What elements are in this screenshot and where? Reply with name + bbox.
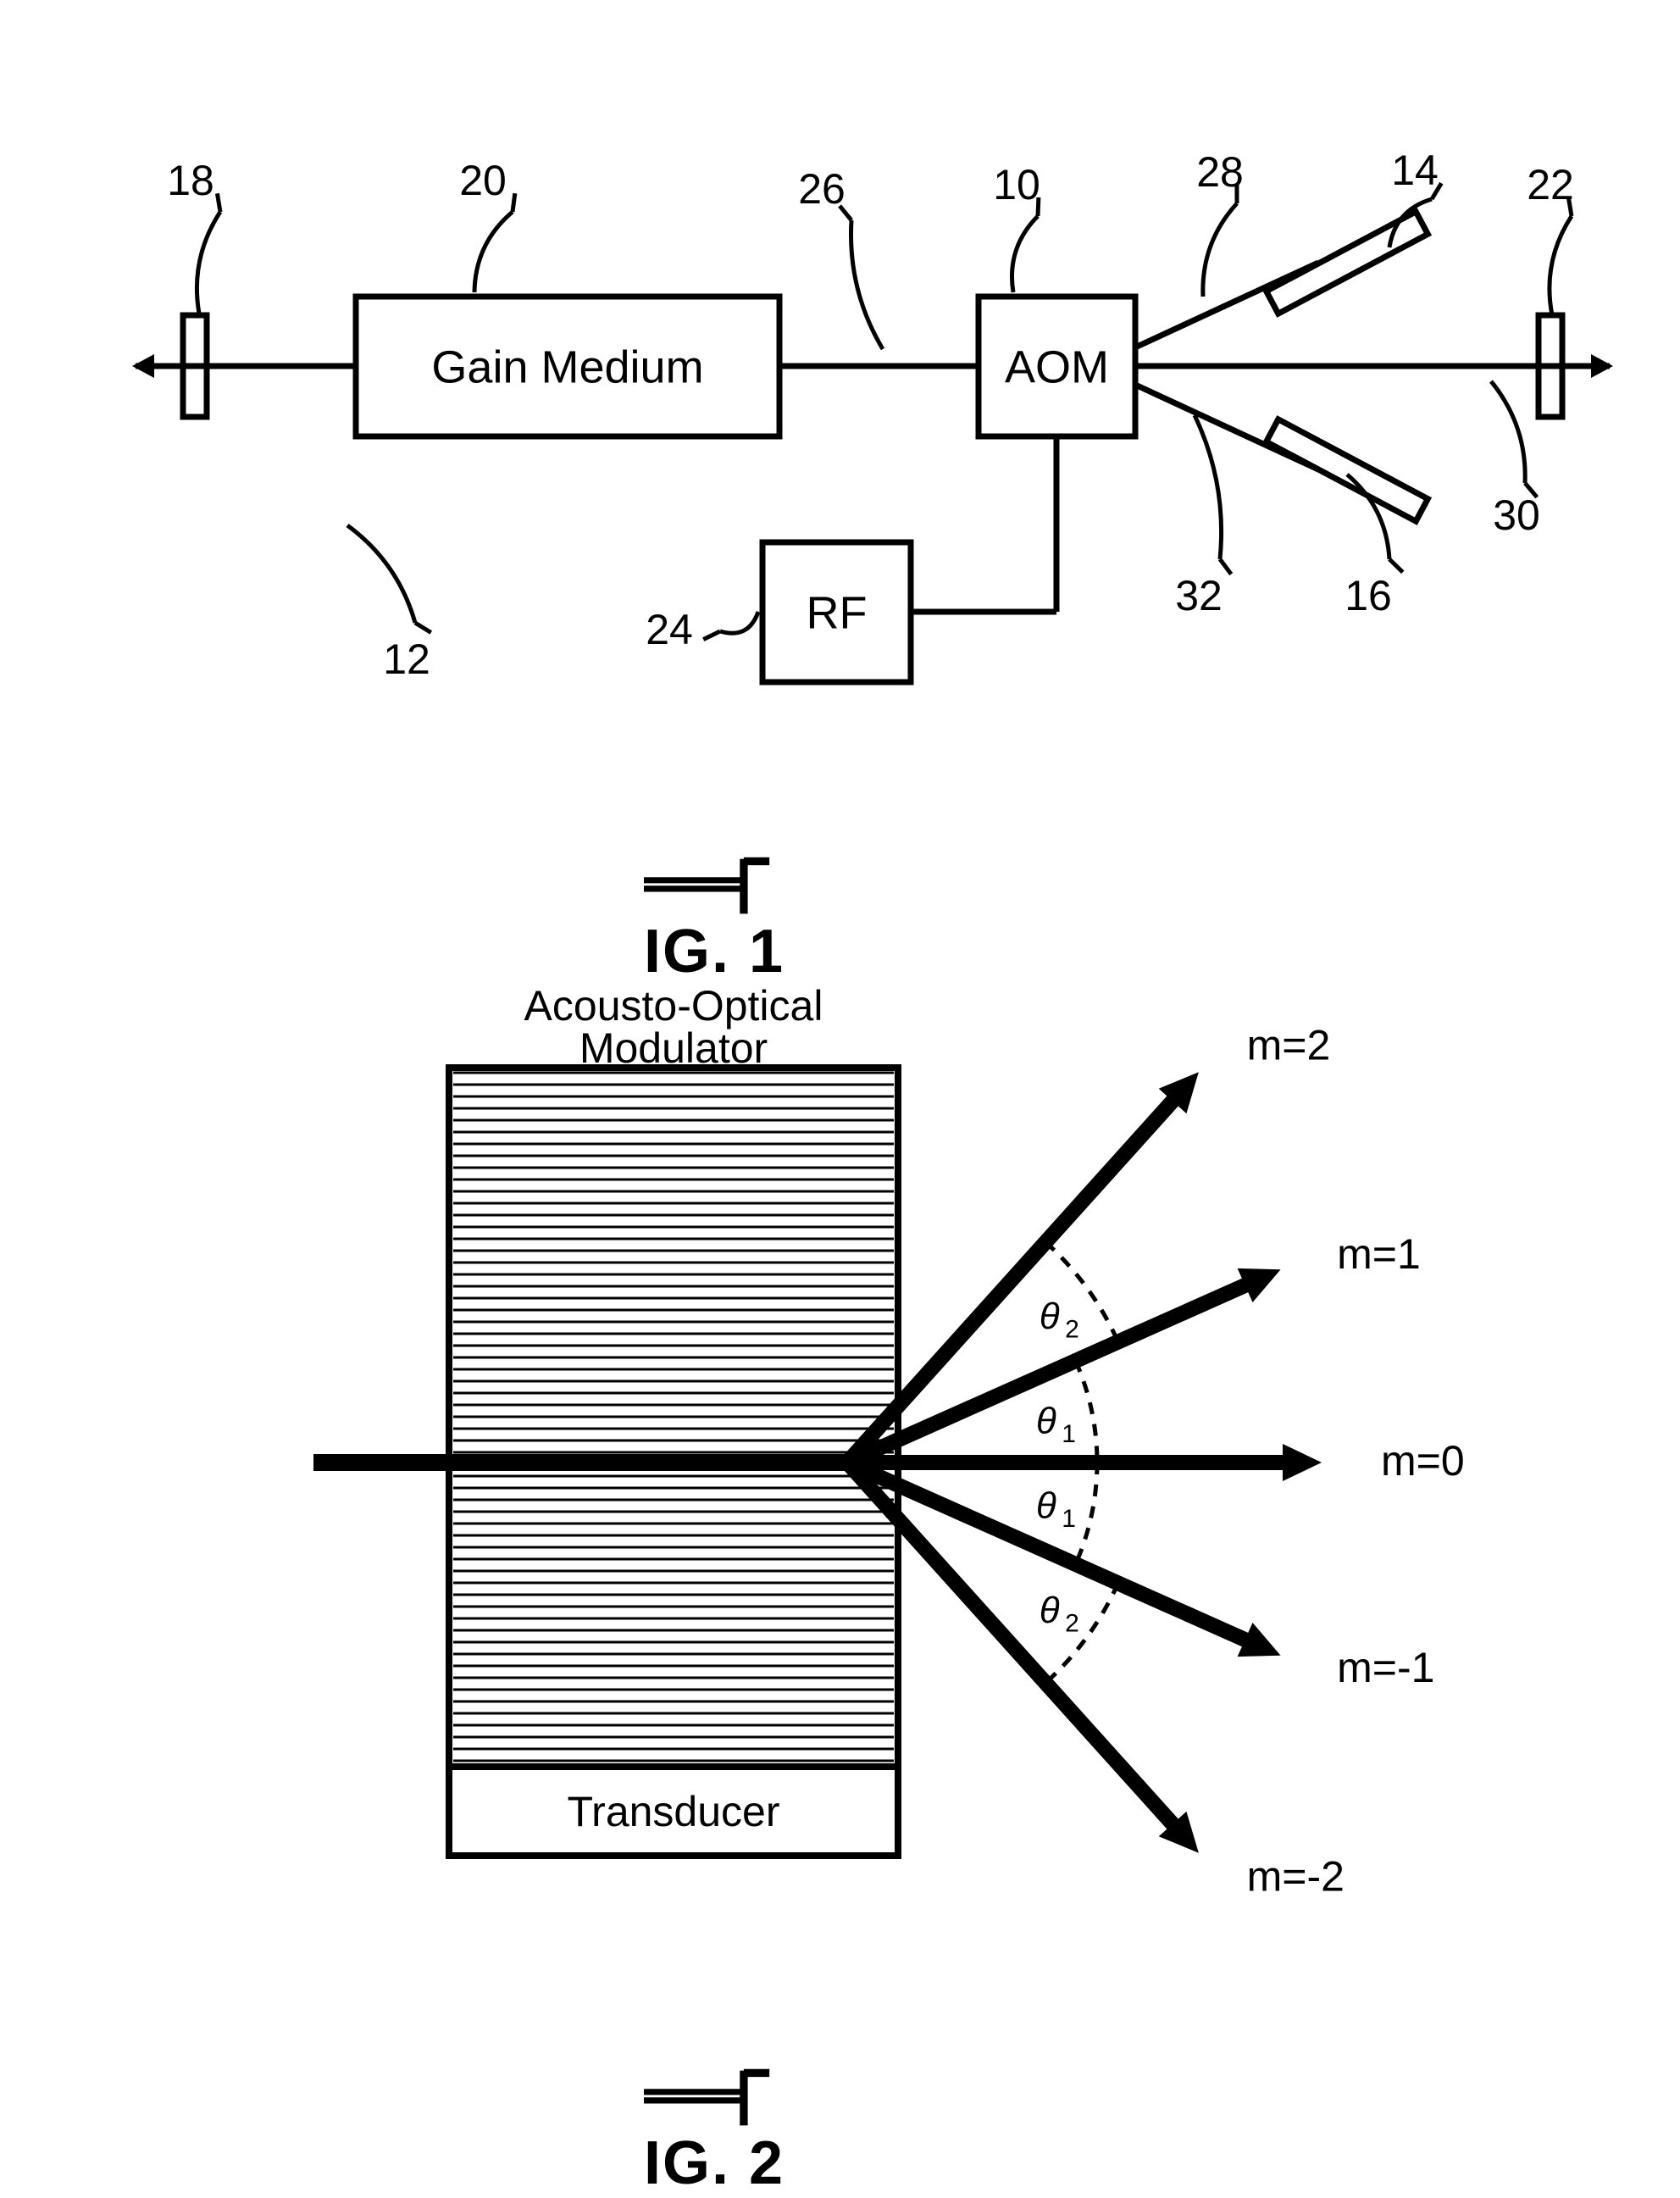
svg-text:14: 14	[1391, 147, 1439, 194]
svg-text:30: 30	[1493, 491, 1540, 539]
figure-2-caption: IG. 2	[644, 2068, 785, 2198]
figure-1: Gain Medium AOM RF 18 20 26 10 28 14 22 30 16 32 24 12	[0, 0, 1680, 932]
svg-text:Transducer: Transducer	[567, 1788, 779, 1835]
svg-text:32: 32	[1175, 572, 1223, 619]
svg-text:AOM: AOM	[1005, 341, 1109, 392]
svg-text:Gain Medium: Gain Medium	[431, 341, 703, 392]
svg-text:1: 1	[1062, 1505, 1076, 1533]
svg-text:RF: RF	[807, 587, 868, 638]
svg-text:20: 20	[459, 157, 507, 204]
svg-text:10: 10	[993, 161, 1040, 208]
svg-text:Modulator: Modulator	[579, 1024, 768, 1072]
svg-text:28: 28	[1196, 148, 1244, 196]
svg-text:26: 26	[798, 165, 846, 213]
svg-text:16: 16	[1345, 572, 1392, 619]
svg-text:Acousto-Optical: Acousto-Optical	[524, 982, 823, 1030]
svg-text:1: 1	[1062, 1420, 1076, 1448]
svg-text:m=-2: m=-2	[1247, 1852, 1345, 1900]
svg-text:22: 22	[1527, 161, 1574, 208]
figure-2: Acousto-OpticalModulator Transducer m=2 m=1…	[0, 932, 1680, 2198]
svg-text:2: 2	[1065, 1316, 1079, 1344]
svg-text:θ: θ	[1036, 1485, 1056, 1526]
svg-text:m=2: m=2	[1247, 1022, 1331, 1069]
svg-text:18: 18	[167, 157, 214, 204]
svg-text:m=0: m=0	[1381, 1437, 1465, 1485]
svg-text:m=1: m=1	[1337, 1230, 1421, 1278]
svg-text:2: 2	[1065, 1609, 1079, 1637]
svg-text:24: 24	[646, 606, 693, 653]
svg-text:θ: θ	[1036, 1401, 1056, 1442]
svg-text:12: 12	[383, 636, 430, 683]
svg-text:m=-1: m=-1	[1337, 1644, 1434, 1691]
svg-text:θ: θ	[1040, 1296, 1060, 1337]
svg-text:θ: θ	[1040, 1590, 1060, 1631]
figure-1-caption: IG. 1	[644, 856, 785, 986]
